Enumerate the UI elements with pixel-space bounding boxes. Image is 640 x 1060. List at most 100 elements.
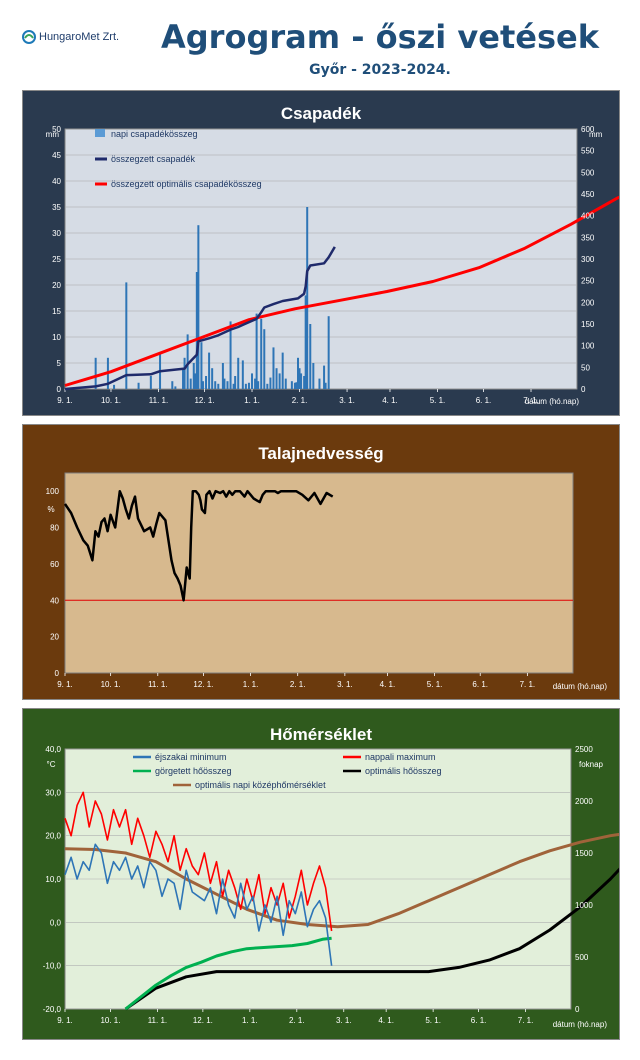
legend-opt-gdd: optimális hőösszeg bbox=[365, 766, 442, 776]
y-tick-right: 50 bbox=[581, 363, 590, 372]
y-tick-left: 45 bbox=[52, 151, 61, 160]
daily-precip-bar bbox=[306, 207, 309, 389]
logo-text: HungaroMet Zrt. bbox=[39, 31, 120, 43]
x-tick-label: 2. 1. bbox=[289, 1016, 305, 1025]
legend-swatch-daily bbox=[95, 129, 105, 137]
daily-precip-bar bbox=[232, 383, 235, 389]
daily-precip-bar bbox=[255, 313, 258, 389]
y-tick-right: 600 bbox=[581, 125, 595, 134]
y-tick-left: 60 bbox=[50, 560, 59, 569]
daily-precip-bar bbox=[278, 373, 281, 389]
daily-precip-bar bbox=[201, 381, 204, 389]
panel-soil-moisture: Talajnedvesség 0 20 40 60 80 100 9. 1. 10. 1. 11… bbox=[22, 424, 620, 700]
y-tick-left: 0,0 bbox=[50, 918, 62, 927]
x-tick-label: 12. 1. bbox=[194, 396, 214, 405]
y-tick-right: 2500 bbox=[575, 745, 593, 754]
y-tick-left: 10,0 bbox=[45, 875, 61, 884]
panel-precipitation: Csapadék 0 5 10 15 20 25 30 35 40 45 50 0 50 100 150 20… bbox=[22, 90, 620, 416]
soil-left-unit: % bbox=[47, 505, 54, 514]
x-tick-label: 2. 1. bbox=[290, 680, 306, 689]
x-tick-label: 4. 1. bbox=[382, 396, 398, 405]
x-tick-label: 4. 1. bbox=[378, 1016, 394, 1025]
daily-precip-bar bbox=[241, 360, 244, 389]
legend-cumulative: összegzett csapadék bbox=[111, 154, 196, 164]
x-tick-label: 7. 1. bbox=[520, 680, 536, 689]
soil-lines bbox=[63, 489, 573, 602]
x-tick-label: 9. 1. bbox=[57, 1016, 73, 1025]
y-tick-left: 30 bbox=[52, 229, 61, 238]
y-tick-right: 500 bbox=[575, 953, 589, 962]
x-tick-label: 3. 1. bbox=[336, 1016, 352, 1025]
daily-precip-bar bbox=[214, 381, 217, 389]
y-tick-left: 40 bbox=[52, 177, 61, 186]
daily-precip-bar bbox=[182, 368, 185, 389]
temp-lines bbox=[64, 791, 619, 1011]
daily-precip-bar bbox=[290, 381, 293, 389]
daily-precip-bar bbox=[324, 382, 327, 389]
daily-precip-bar bbox=[272, 347, 275, 389]
x-tick-label: 1. 1. bbox=[244, 396, 260, 405]
x-tick-label: 7. 1. bbox=[523, 396, 539, 405]
daily-precip-bar bbox=[254, 378, 257, 389]
daily-precip-bar bbox=[237, 357, 240, 389]
daily-precip-bar bbox=[303, 376, 306, 389]
y-tick-left: 25 bbox=[52, 255, 61, 264]
y-tick-right: 2000 bbox=[575, 797, 593, 806]
y-tick-left: 10 bbox=[52, 333, 61, 342]
y-tick-left: 40 bbox=[50, 596, 59, 605]
precip-tick-labels: 0510152025303540455005010015020025030035… bbox=[52, 125, 595, 405]
x-tick-label: 6. 1. bbox=[471, 1016, 487, 1025]
soil-title: Talajnedvesség bbox=[258, 444, 383, 463]
y-tick-left: 40,0 bbox=[45, 745, 61, 754]
legend-daily: napi csapadékösszeg bbox=[111, 129, 198, 139]
daily-precip-bar bbox=[300, 373, 303, 389]
x-tick-label: 5. 1. bbox=[430, 396, 446, 405]
gdd-line bbox=[124, 936, 332, 1011]
precip-daily-bars bbox=[94, 207, 330, 389]
x-tick-label: 10. 1. bbox=[101, 396, 121, 405]
x-tick-label: 3. 1. bbox=[337, 680, 353, 689]
x-tick-label: 10. 1. bbox=[100, 1016, 120, 1025]
x-tick-label: 5. 1. bbox=[425, 1016, 441, 1025]
legend-gdd: görgetett hőösszeg bbox=[155, 766, 232, 776]
legend-optimal: összegzett optimális csapadékösszeg bbox=[111, 179, 262, 189]
soil-plot-area bbox=[64, 472, 574, 674]
y-tick-right: 100 bbox=[581, 342, 595, 351]
daily-precip-bar bbox=[149, 376, 152, 389]
daily-precip-bar bbox=[251, 373, 254, 389]
y-tick-right: 1000 bbox=[575, 901, 593, 910]
x-tick-label: 3. 1. bbox=[339, 396, 355, 405]
x-tick-label: 6. 1. bbox=[476, 396, 492, 405]
daily-precip-bar bbox=[263, 329, 266, 389]
daily-max-line bbox=[64, 791, 333, 932]
y-tick-left: -20,0 bbox=[43, 1005, 62, 1014]
daily-precip-bar bbox=[247, 382, 250, 389]
temp-tick-labels: -20,0 -10,0 0,0 10,0 20,0 30,0 40,0 0 500 1000 150… bbox=[43, 745, 594, 1025]
daily-precip-bar bbox=[312, 363, 315, 389]
legend-tmax: nappali maximum bbox=[365, 752, 436, 762]
daily-precip-bar bbox=[323, 365, 326, 389]
daily-precip-bar bbox=[327, 316, 330, 389]
precip-left-unit: mm bbox=[46, 130, 60, 139]
y-tick-left: 100 bbox=[46, 487, 60, 496]
daily-precip-bar bbox=[298, 368, 301, 389]
x-tick-label: 4. 1. bbox=[380, 680, 396, 689]
temp-right-unit: foknap bbox=[579, 760, 604, 769]
precip-legend: napi csapadékösszeg összegzett csapadék … bbox=[95, 129, 262, 189]
y-tick-left: 0 bbox=[57, 385, 62, 394]
precip-right-unit: mm bbox=[589, 130, 603, 139]
daily-precip-bar bbox=[125, 282, 128, 389]
temp-left-unit: °C bbox=[47, 760, 56, 769]
daily-precip-bar bbox=[200, 342, 203, 389]
y-tick-right: 0 bbox=[581, 385, 586, 394]
y-tick-right: 500 bbox=[581, 168, 595, 177]
soil-x-label: dátum (hó.nap) bbox=[553, 682, 608, 691]
daily-precip-bar bbox=[234, 376, 237, 389]
x-tick-label: 12. 1. bbox=[193, 680, 213, 689]
x-tick-label: 11. 1. bbox=[148, 1016, 167, 1025]
precip-title: Csapadék bbox=[281, 104, 362, 123]
y-tick-left: 35 bbox=[52, 203, 61, 212]
daily-precip-bar bbox=[189, 378, 192, 389]
daily-precip-bar bbox=[260, 318, 263, 389]
temperature-chart: Hőmérséklet -20,0 -10,0 0,0 10,0 20,0 30,0 40,… bbox=[23, 709, 619, 1039]
